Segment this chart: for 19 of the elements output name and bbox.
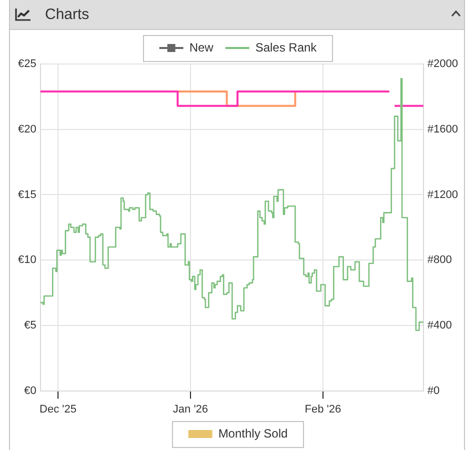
y-tick-label: €15 xyxy=(18,188,36,201)
y-tick-label: €5 xyxy=(24,319,36,332)
y2-tick-label: #1600 xyxy=(427,123,458,136)
y-tick-label: €20 xyxy=(18,123,36,136)
y-tick-label: €25 xyxy=(18,58,36,70)
y-tick-label: €10 xyxy=(18,254,36,266)
legend-label: Monthly Sold xyxy=(218,426,288,440)
y2-tick-label: #400 xyxy=(427,319,452,332)
y2-tick-label: #0 xyxy=(427,384,440,397)
x-tick-label: Feb '26 xyxy=(304,403,342,416)
chart-title: Charts xyxy=(45,6,90,23)
y-tick-label: €0 xyxy=(24,384,36,397)
y2-tick-label: #1200 xyxy=(427,188,458,201)
y2-tick-label: #800 xyxy=(427,254,452,266)
x-tick-label: Dec '25 xyxy=(40,403,76,416)
legend-label: New xyxy=(189,40,214,54)
legend-label: Sales Rank xyxy=(255,40,318,54)
y2-tick-label: #2000 xyxy=(427,58,458,70)
x-tick-label: Jan '26 xyxy=(172,403,208,416)
